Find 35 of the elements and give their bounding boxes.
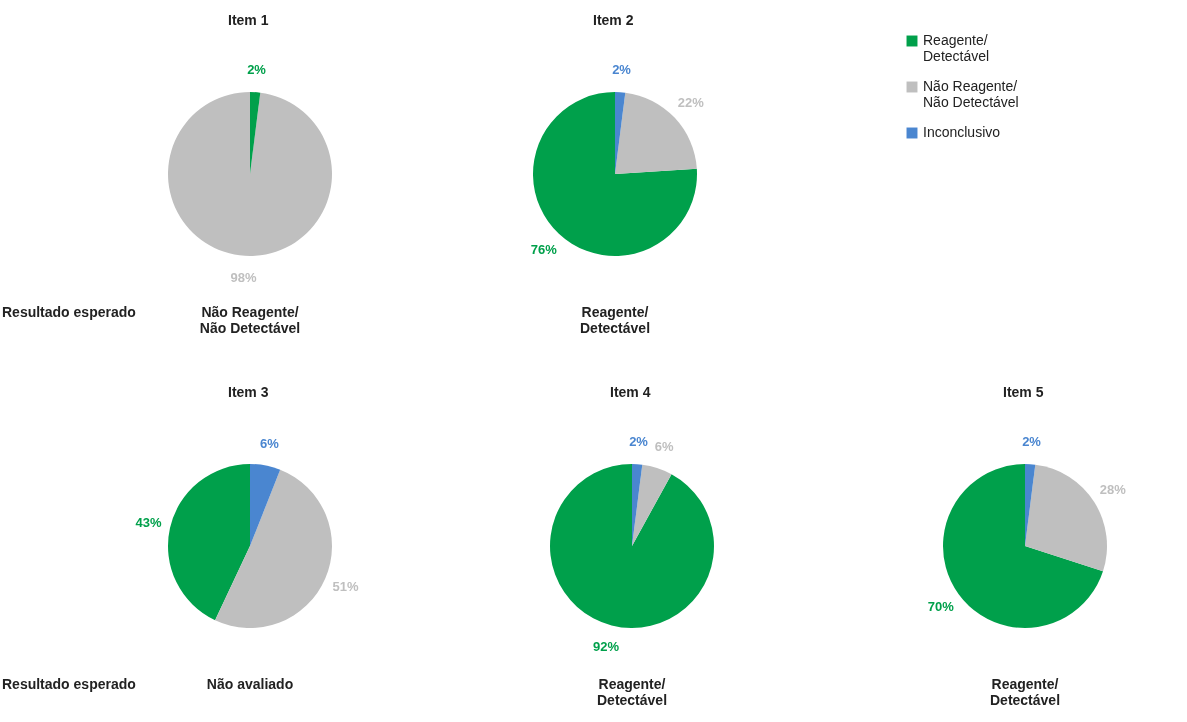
text: Reagente/ Detectável bbox=[596, 676, 668, 708]
data-label: 43% bbox=[135, 515, 162, 531]
legend-label: Não Reagente/ Não Detectável bbox=[923, 78, 1019, 110]
data-label: 28% bbox=[1099, 482, 1127, 498]
data-label: 51% bbox=[332, 579, 359, 595]
pie-slice bbox=[168, 92, 332, 256]
pie-slice bbox=[632, 464, 672, 546]
data-label: 6% bbox=[654, 439, 674, 455]
pie-slice bbox=[215, 469, 332, 628]
chart-title: Item 1 bbox=[228, 12, 269, 28]
pie-slice bbox=[250, 464, 281, 546]
text: Resultado esperado bbox=[2, 304, 136, 320]
text: Reagente/ Detectável bbox=[579, 304, 651, 336]
legend-label: Inconclusivo bbox=[923, 124, 1001, 140]
data-label: 6% bbox=[260, 435, 280, 451]
data-label: 70% bbox=[927, 599, 955, 615]
text: Reagente/ Detectável bbox=[989, 676, 1061, 708]
text: Não avaliado bbox=[206, 676, 294, 692]
chart-title: Item 4 bbox=[610, 384, 651, 400]
chart-title: Item 3 bbox=[228, 384, 269, 400]
data-label: 2% bbox=[247, 62, 267, 78]
legend-label: Reagente/ Detectável bbox=[923, 32, 990, 64]
pie-slice bbox=[550, 464, 714, 628]
data-label: 22% bbox=[677, 94, 705, 110]
chart-title: Item 5 bbox=[1003, 384, 1044, 400]
data-label: 2% bbox=[612, 62, 632, 78]
data-label: 92% bbox=[593, 638, 620, 654]
data-label: 76% bbox=[530, 241, 558, 257]
text: Resultado esperado bbox=[2, 676, 136, 692]
text: Não Reagente/ Não Detectável bbox=[199, 304, 301, 336]
pie-slice bbox=[168, 464, 250, 621]
data-label: 2% bbox=[629, 434, 649, 450]
chart-title: Item 2 bbox=[593, 12, 634, 28]
data-label: 2% bbox=[1022, 434, 1042, 450]
data-label: 98% bbox=[230, 269, 257, 285]
